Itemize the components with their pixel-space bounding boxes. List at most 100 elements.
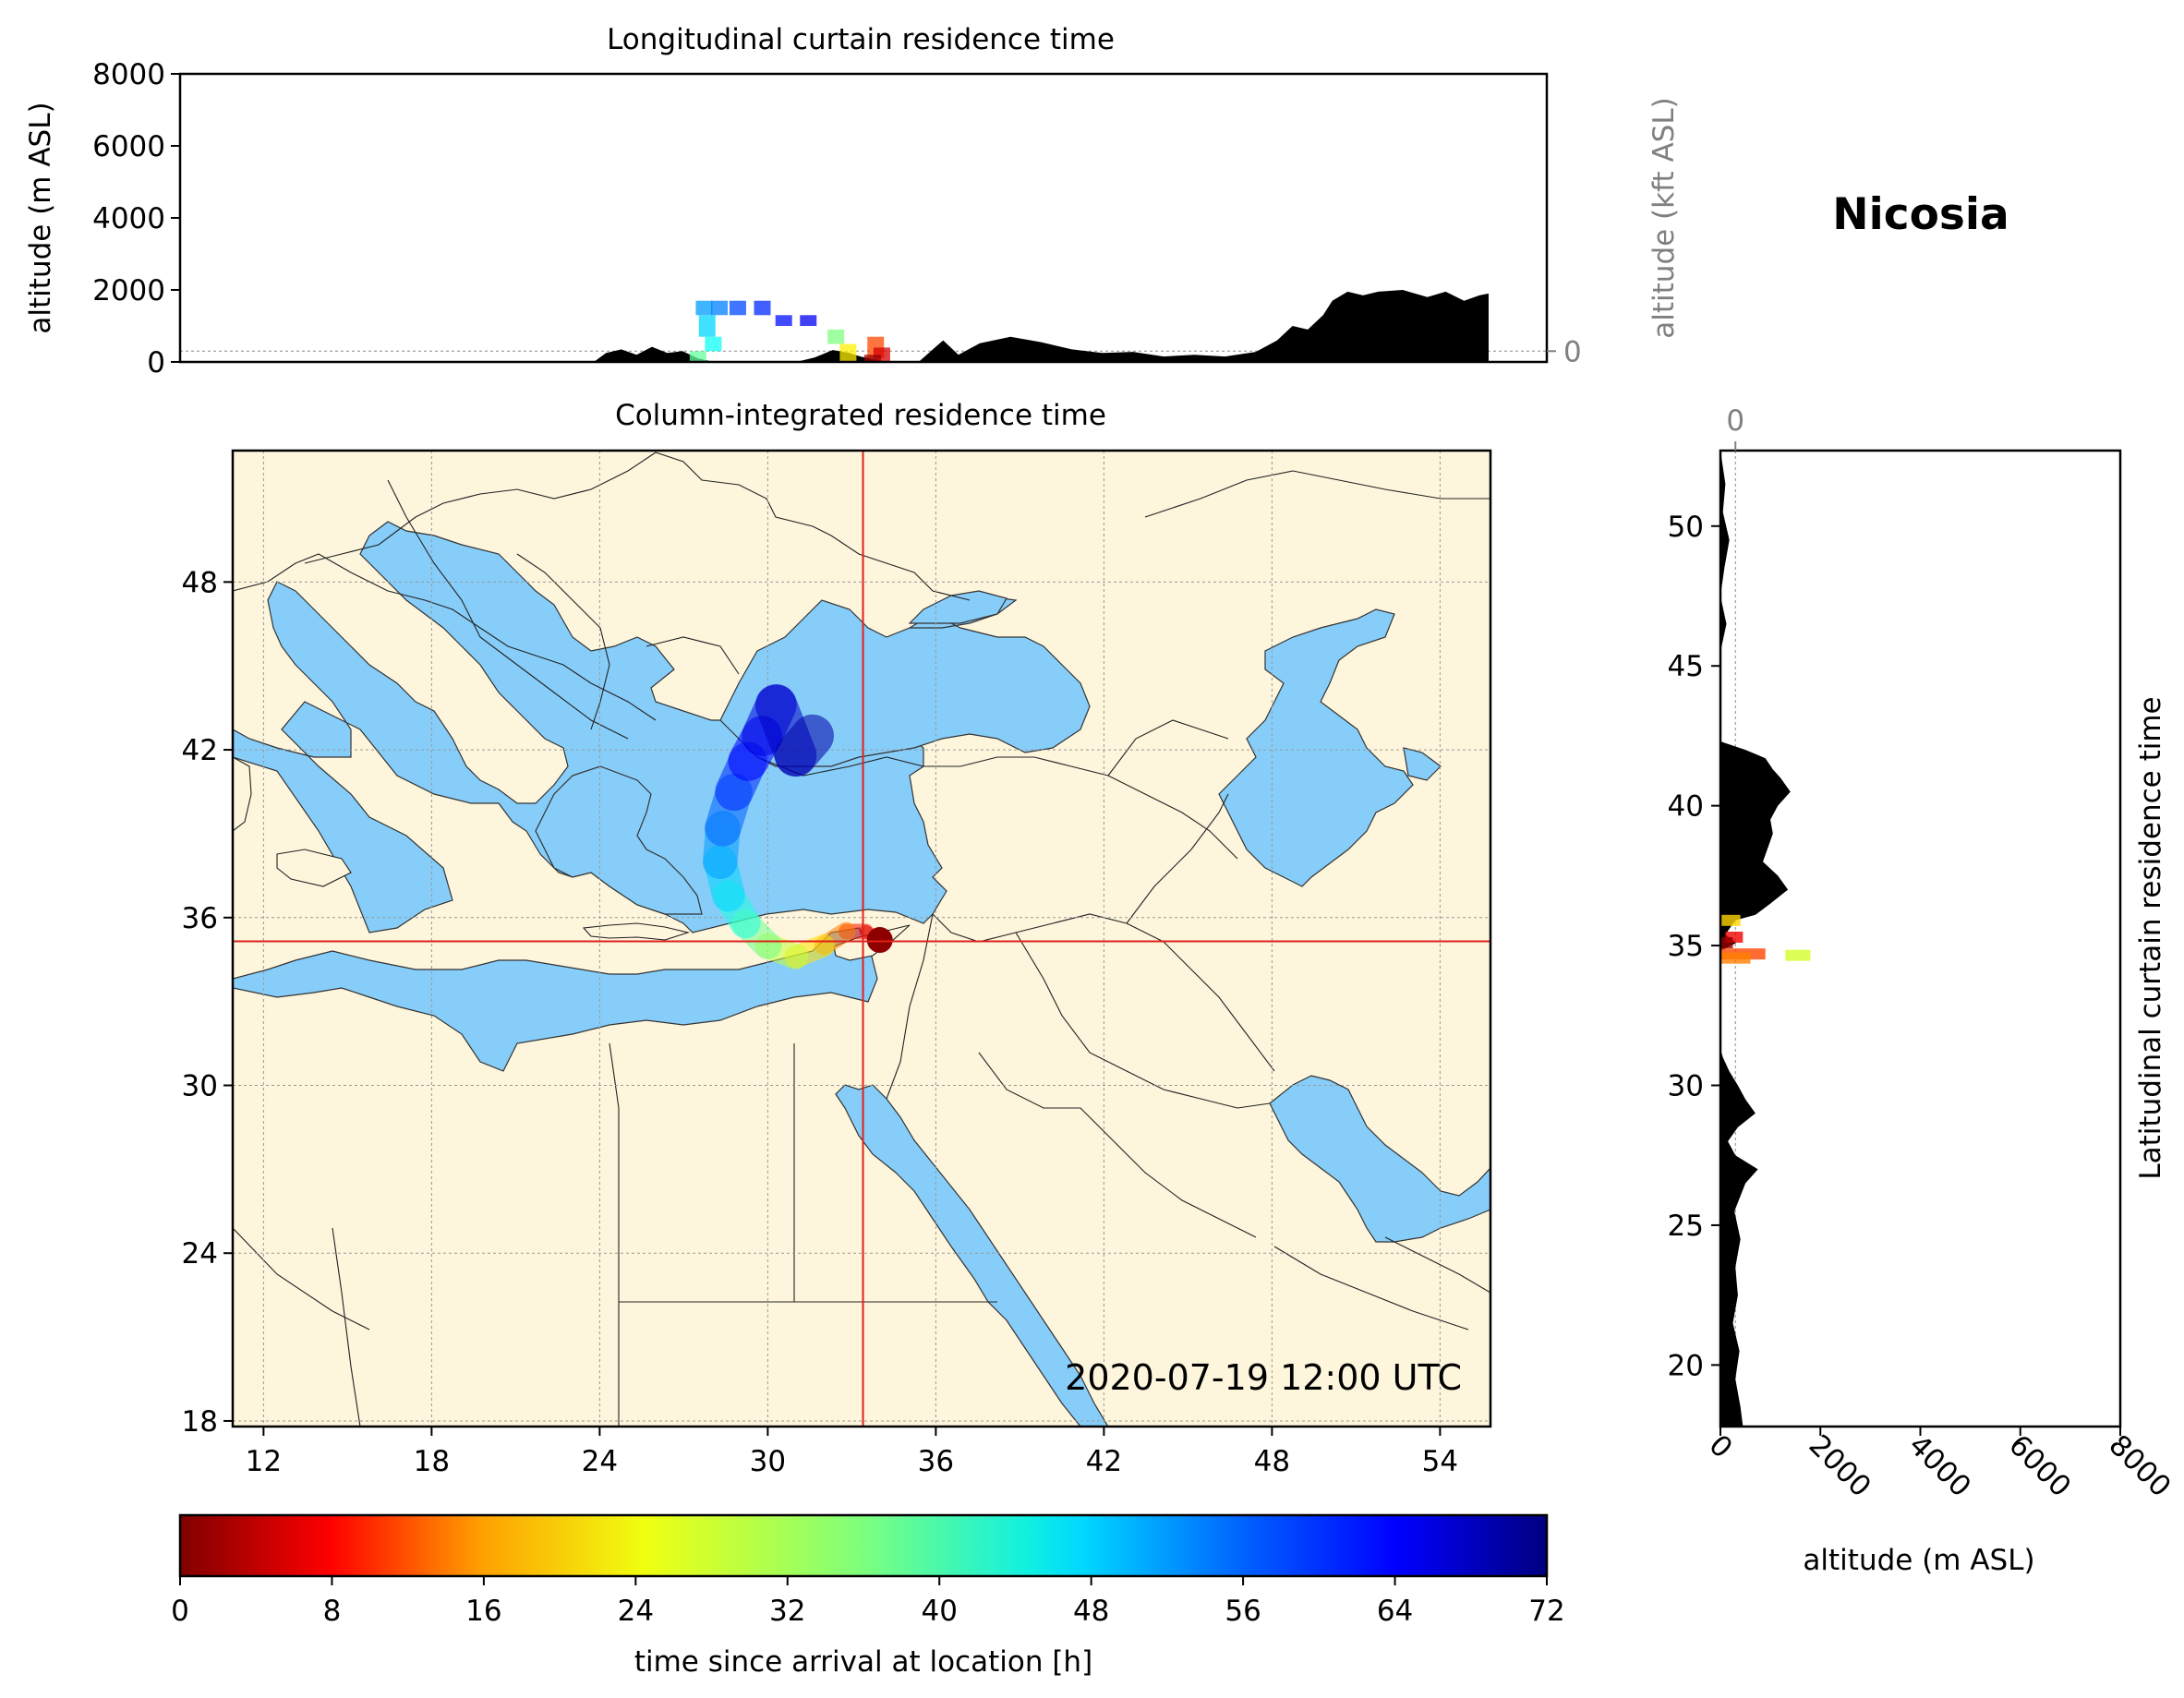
longitudinal-plume [689,300,890,362]
x-tick-label: 12 [246,1445,282,1478]
latitudinal-x-ticks: 0 2000 4000 6000 8000 [1702,1427,2178,1503]
islands [233,756,911,961]
plume-cell [729,300,746,316]
caspian-sea [1218,608,1442,887]
latitudinal-x-ticks-top: 050100 [1726,404,1744,451]
map-plume [703,684,893,969]
sicily [276,849,352,887]
y-tick-label: 25 [1668,1210,1704,1243]
y-tick-label: 42 [182,734,218,767]
y-tick-label: 35 [1668,930,1704,963]
plume-cell [1785,949,1811,961]
colorbar-tick-label: 0 [171,1595,189,1628]
y-tick-label: 20 [1668,1349,1704,1382]
plume-cell [800,315,817,326]
longitudinal-ylabel-right: altitude (kft ASL) [1647,97,1681,338]
colorbar: 0 8 16 24 32 40 48 56 64 72 time since arrival at… [171,1513,1565,1679]
longitudinal-y-ticks-right: 050100 [1547,335,1582,368]
x-tick-label: 54 [1422,1445,1458,1478]
plume-cell [698,315,716,337]
y-tick-right-label: 0 [1563,335,1582,368]
terrain-profile [1720,451,1791,1427]
latitudinal-title: Latitudinal curtain residence time [2134,696,2167,1179]
plume-cell [1720,914,1741,926]
colorbar-tick-label: 32 [769,1595,805,1628]
crete [582,922,691,941]
longitudinal-y-ticks: 0 2000 4000 6000 8000 [92,58,180,379]
plume-cell [754,300,771,316]
colorbar-tick-label: 40 [921,1595,957,1628]
y-tick-label: 40 [1668,790,1704,824]
longitudinal-title: Longitudinal curtain residence time [607,23,1115,56]
x-tick-label: 4000 [1902,1428,1977,1503]
map-borders [233,452,1490,1427]
colorbar-tick-label: 56 [1225,1595,1261,1628]
y-tick-label: 48 [182,566,218,599]
plume-cell [863,355,881,362]
y-tick-label: 4000 [92,202,165,235]
map-water [233,521,1490,1427]
plume-cell [839,343,857,362]
aegean-sea [535,765,703,915]
latitudinal-grid [1734,451,1736,1427]
location-title: Nicosia [1832,189,2009,240]
colorbar-gradient [178,1513,1549,1578]
plume-segment [774,714,834,777]
map-y-ticks: 18 24 30 36 42 48 [182,566,233,1439]
x-tick-label: 24 [582,1445,618,1478]
colorbar-ticks: 0 8 16 24 32 40 48 56 64 72 [171,1576,1565,1628]
y-tick-label: 18 [182,1405,218,1439]
y-tick-label: 45 [1668,650,1704,683]
y-tick-label: 30 [1668,1070,1704,1103]
terrain-profile [180,290,1547,362]
colorbar-tick-label: 48 [1073,1595,1109,1628]
x-tick-top-label: 0 [1726,404,1744,438]
latitudinal-terrain [1720,451,1791,1427]
latitudinal-plume [1720,914,1811,964]
longitudinal-grid [180,350,1547,352]
plume-cell [775,315,792,326]
colorbar-label: time since arrival at location [h] [634,1645,1092,1679]
longitudinal-ylabel: altitude (m ASL) [24,102,57,333]
x-tick-label: 0 [1702,1428,1738,1464]
x-tick-label: 48 [1254,1445,1290,1478]
plume-cell [827,329,845,344]
latitudinal-frame [1719,449,2122,1428]
longitudinal-panel: Longitudinal curtain residence time 0 200… [24,23,1681,379]
y-tick-label: 30 [182,1070,218,1103]
y-tick-label: 0 [147,346,165,379]
x-tick-label: 18 [414,1445,450,1478]
latitudinal-xlabel: altitude (m ASL) [1803,1544,2034,1577]
longitudinal-terrain [180,290,1547,362]
y-tick-label: 50 [1668,511,1704,544]
plume-cell [711,300,729,316]
plume-core [866,927,893,954]
colorbar-tick-label: 64 [1377,1595,1413,1628]
map-panel: Column-integrated residence time [182,399,1492,1478]
plume-cell [705,336,722,352]
map-title: Column-integrated residence time [615,399,1106,432]
x-tick-label: 30 [750,1445,786,1478]
map-x-ticks: 12 18 24 30 36 42 48 54 [246,1427,1458,1478]
timestamp-label: 2020-07-19 12:00 UTC [1065,1357,1462,1398]
azov-sea [908,590,1008,624]
plume-cell [689,351,706,362]
map-crosshair [233,451,1490,1427]
map-frame [231,449,1492,1428]
latitudinal-y-ticks: 20 25 30 35 40 45 50 [1668,511,1720,1382]
persian-gulf [1269,1075,1490,1243]
colorbar-tick-label: 24 [618,1595,654,1628]
x-tick-label: 42 [1086,1445,1122,1478]
y-tick-label: 8000 [92,58,165,91]
plume-cell [695,300,713,316]
y-tick-label: 6000 [92,130,165,163]
x-tick-label: 36 [918,1445,954,1478]
x-tick-label: 8000 [2102,1428,2177,1503]
colorbar-tick-label: 8 [323,1595,342,1628]
y-tick-label: 24 [182,1237,218,1270]
plume-cell [1720,937,1733,949]
x-tick-label: 2000 [1803,1428,1877,1503]
colorbar-tick-label: 72 [1528,1595,1564,1628]
